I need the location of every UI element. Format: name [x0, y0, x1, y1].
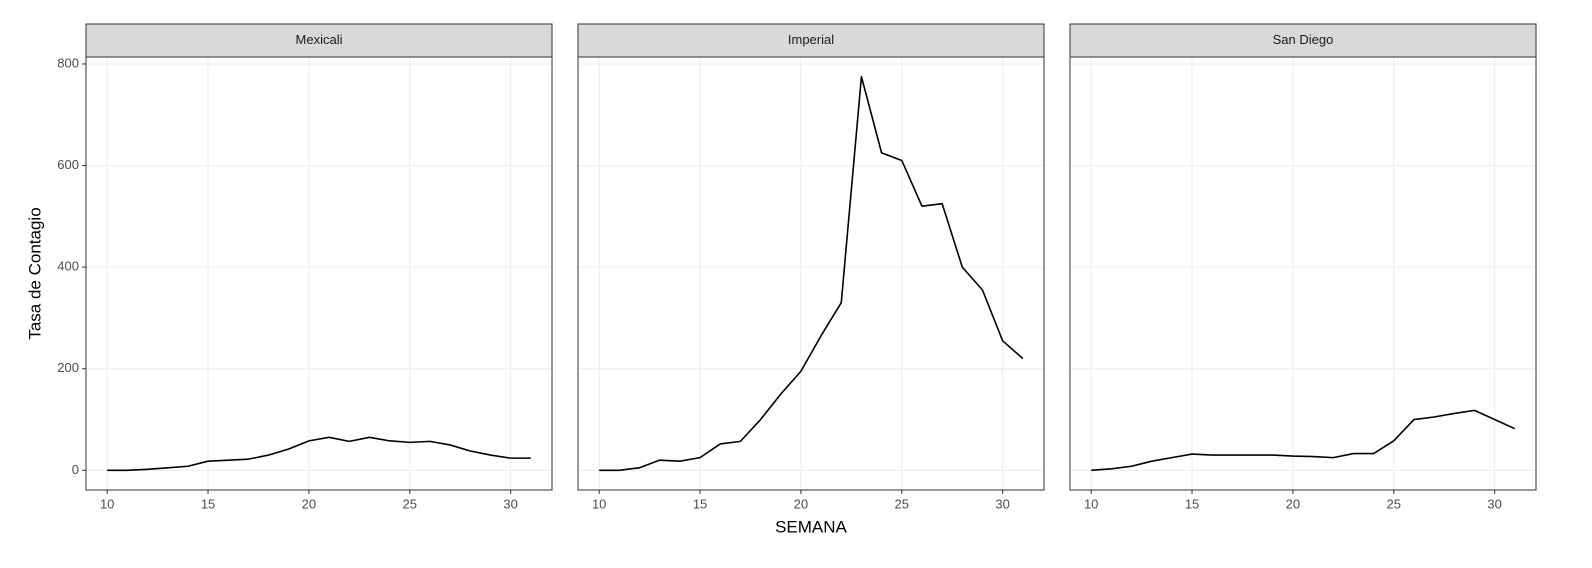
x-tick-label: 25: [403, 496, 417, 511]
x-tick-label: 25: [1387, 496, 1401, 511]
strip: [577, 23, 1045, 58]
y-tick-label: 800: [57, 55, 79, 70]
y-tick-label: 200: [57, 360, 79, 375]
data-line: [107, 436, 531, 472]
x-tick-label: 25: [895, 496, 909, 511]
x-tick-label: 20: [794, 496, 808, 511]
panel-title: Mexicali: [296, 32, 343, 47]
y-tick-label: 0: [72, 462, 79, 477]
strip: [1069, 23, 1537, 58]
x-tick-label: 10: [100, 496, 114, 511]
panel-title: San Diego: [1273, 32, 1334, 47]
x-tick-label: 20: [1286, 496, 1300, 511]
y-tick-label: 400: [57, 259, 79, 274]
panel-title: Imperial: [788, 32, 834, 47]
x-tick-label: 30: [1487, 496, 1501, 511]
x-tick-label: 20: [302, 496, 316, 511]
panel-border: [85, 56, 553, 491]
x-tick-label: 30: [995, 496, 1009, 511]
x-tick-label: 10: [1084, 496, 1098, 511]
strip: [85, 23, 553, 58]
x-tick-label: 15: [693, 496, 707, 511]
x-tick-label: 30: [503, 496, 517, 511]
data-line: [1091, 409, 1516, 472]
y-axis-title: Tasa de Contagio: [25, 207, 44, 339]
panel-border: [1069, 56, 1537, 491]
x-tick-label: 10: [592, 496, 606, 511]
x-axis-title: SEMANA: [775, 517, 847, 536]
panel-border: [577, 56, 1045, 491]
x-tick-label: 15: [1185, 496, 1199, 511]
data-line: [599, 75, 1024, 472]
y-tick-label: 600: [57, 157, 79, 172]
x-tick-label: 15: [201, 496, 215, 511]
